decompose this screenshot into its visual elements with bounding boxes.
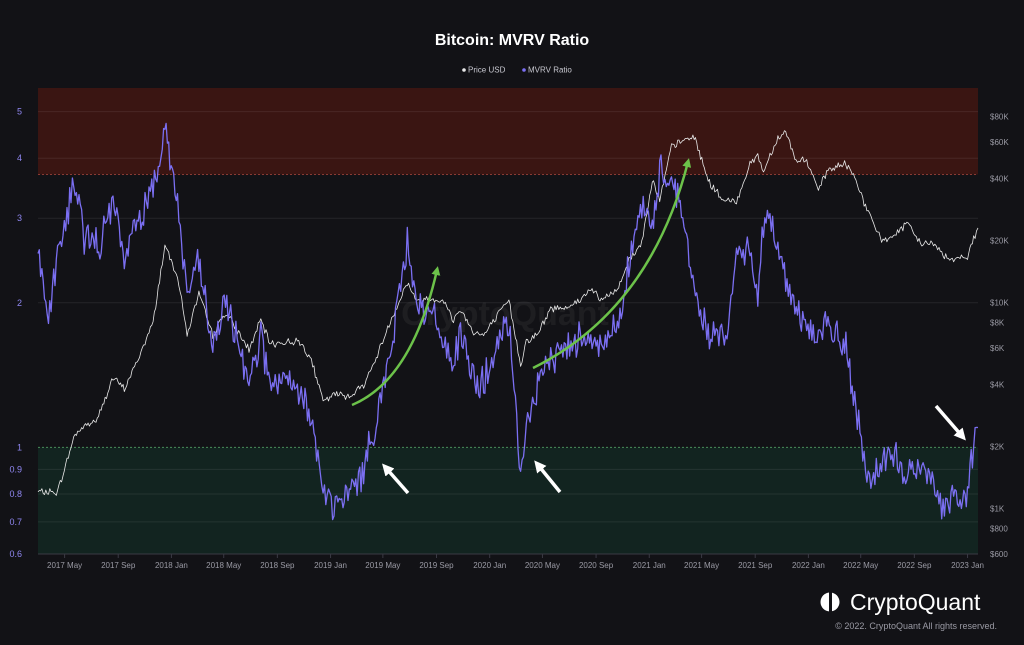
x-tick-label: 2020 May	[525, 561, 560, 570]
zone-overvalued	[38, 88, 978, 175]
right-tick-label: $40K	[990, 174, 1009, 183]
green-arrow-2019	[351, 266, 441, 407]
x-tick-label: 2021 Sep	[738, 561, 773, 570]
left-tick-label: 0.6	[9, 549, 22, 559]
x-tick-label: 2018 Jan	[155, 561, 188, 570]
x-tick-label: 2019 Jan	[314, 561, 347, 570]
right-tick-label: $60K	[990, 138, 1009, 147]
legend-marker-price	[462, 68, 466, 72]
series-line-price-usd	[37, 130, 979, 496]
chart-title: Bitcoin: MVRV Ratio	[435, 32, 590, 49]
legend-item-price: Price USD	[468, 66, 506, 75]
right-tick-label: $2K	[990, 442, 1005, 451]
green-arrow-2020-2021	[532, 158, 692, 370]
x-tick-label: 2020 Jan	[473, 561, 506, 570]
right-tick-label: $80K	[990, 112, 1009, 121]
x-tick-label: 2021 Jan	[633, 561, 666, 570]
x-tick-label: 2022 Jan	[792, 561, 825, 570]
x-tick-label: 2020 Sep	[579, 561, 614, 570]
left-axis: 0.6 0.7 0.8 0.9 1 2 3 4 5	[9, 107, 22, 559]
left-tick-label: 3	[17, 213, 22, 223]
right-tick-label: $10K	[990, 298, 1009, 307]
x-tick-label: 2017 May	[47, 561, 82, 570]
right-tick-label: $8K	[990, 318, 1005, 327]
x-tick-label: 2017 Sep	[101, 561, 136, 570]
right-tick-label: $600	[990, 550, 1008, 559]
right-tick-label: $20K	[990, 236, 1009, 245]
legend: Price USD MVRV Ratio	[462, 66, 572, 75]
right-axis: $600 $800 $1K $2K $4K $6K $8K $10K $20K $40K $60K $…	[990, 112, 1009, 559]
right-tick-label: $6K	[990, 344, 1005, 353]
left-tick-label: 4	[17, 153, 22, 163]
left-tick-label: 0.9	[9, 464, 22, 474]
series-line-mvrv-ratio	[37, 122, 979, 521]
white-arrow-2020	[534, 460, 562, 494]
x-axis: 2017 May 2017 Sep 2018 Jan 2018 May 2018 Sep…	[47, 554, 984, 570]
right-tick-label: $1K	[990, 504, 1005, 513]
left-tick-label: 5	[17, 107, 22, 117]
legend-item-mvrv: MVRV Ratio	[528, 66, 572, 75]
x-tick-label: 2022 Sep	[897, 561, 932, 570]
x-tick-label: 2022 May	[843, 561, 878, 570]
x-tick-label: 2019 Sep	[419, 561, 454, 570]
left-tick-label: 0.8	[9, 489, 22, 499]
left-tick-label: 0.7	[9, 517, 22, 527]
x-tick-label: 2023 Jan	[951, 561, 984, 570]
white-arrow-2019	[382, 463, 410, 495]
legend-marker-mvrv	[522, 68, 526, 72]
brand-logo: CryptoQuant	[820, 589, 981, 615]
brand-name: CryptoQuant	[850, 589, 981, 615]
left-tick-label: 1	[17, 442, 22, 452]
copyright-text: © 2022. CryptoQuant All rights reserved.	[835, 621, 997, 631]
white-arrow-2023	[934, 404, 966, 441]
left-tick-label: 2	[17, 298, 22, 308]
zone-undervalued	[38, 447, 978, 554]
x-tick-label: 2019 May	[365, 561, 400, 570]
x-tick-label: 2018 Sep	[260, 561, 295, 570]
x-tick-label: 2018 May	[206, 561, 241, 570]
x-tick-label: 2021 May	[684, 561, 719, 570]
right-tick-label: $4K	[990, 380, 1005, 389]
right-tick-label: $800	[990, 524, 1008, 533]
